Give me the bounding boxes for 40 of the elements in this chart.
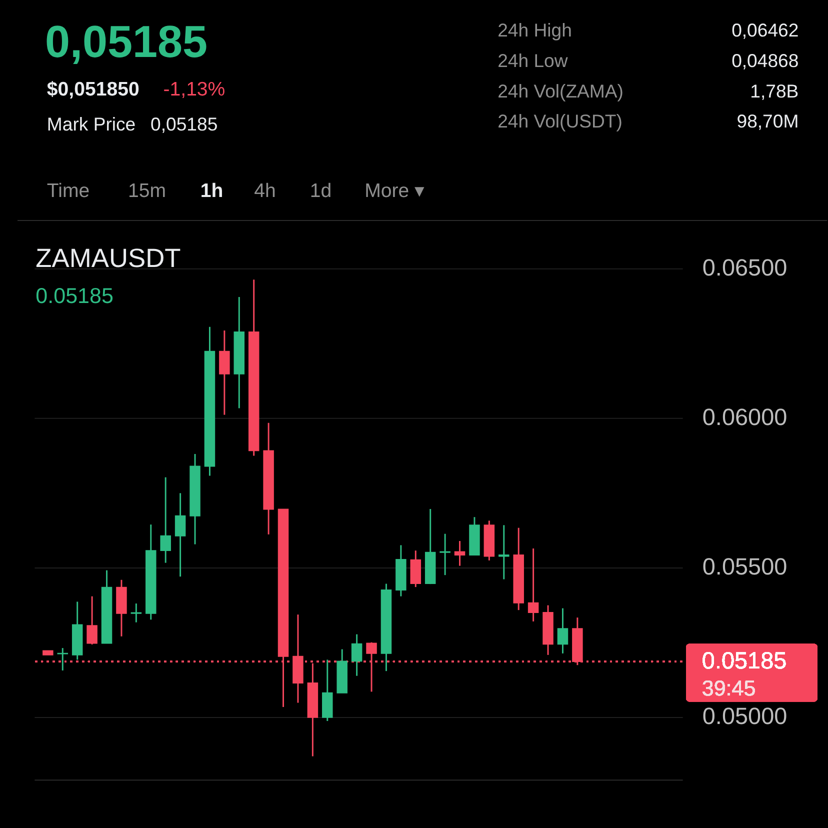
candlestick [219, 330, 230, 416]
text: 1,78B [750, 80, 799, 102]
y-tick-label: 0.05000 [702, 703, 788, 730]
text: 0.05185 [36, 284, 114, 308]
text: ZAMAUSDT [36, 242, 181, 273]
y-tick-label: 0.05500 [702, 554, 788, 580]
candlestick [174, 492, 186, 578]
text: Time [46, 180, 90, 202]
candlestick [528, 548, 539, 622]
text: 24h Vol(ZAMA) [498, 80, 624, 102]
candlestick [160, 476, 171, 564]
text: Mark Price [46, 114, 136, 135]
candlestick [130, 602, 142, 624]
text: 24h Vol(USDT) [498, 110, 622, 132]
text: 0,05185 [150, 114, 218, 135]
candlestick [366, 642, 377, 692]
text: 0,05185 [44, 16, 208, 68]
text: 15m [128, 180, 166, 202]
candlestick [351, 634, 362, 677]
candlestick [410, 550, 422, 588]
ref-line-label: 0.05185 [702, 647, 787, 674]
text: 24h Low [498, 50, 568, 71]
text: 1d [310, 180, 332, 202]
candlestick [557, 608, 568, 654]
text: 39:45 [702, 676, 756, 701]
text: 98,70M [736, 110, 799, 132]
text: 0,04868 [732, 50, 799, 71]
candlestick [498, 524, 510, 580]
text: 1h [200, 180, 224, 202]
text: 24h High [498, 20, 572, 41]
text: 4h [254, 180, 276, 202]
text: More ▾ [364, 180, 425, 202]
text: -1,13% [163, 78, 226, 100]
candlestick [454, 540, 466, 567]
candlestick [440, 533, 450, 576]
y-tick-label: 0.06000 [702, 404, 788, 430]
text: $0,051850 [46, 78, 140, 100]
y-tick-label: 0.06500 [702, 254, 788, 281]
candlestick [86, 596, 98, 646]
text: 0,06462 [732, 20, 799, 41]
